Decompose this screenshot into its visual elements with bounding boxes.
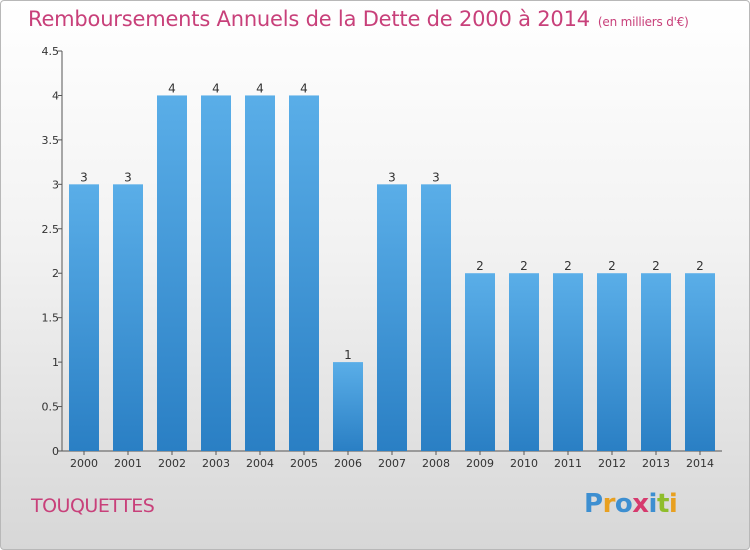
y-tick-label: 1.5	[42, 312, 60, 325]
data-label-2012: 2	[608, 259, 616, 273]
y-tick-label: 3	[52, 178, 59, 191]
data-label-2011: 2	[564, 259, 572, 273]
data-label-2000: 3	[80, 170, 88, 184]
bar-2003	[201, 95, 231, 451]
chart-unit: (en milliers d'€)	[597, 15, 689, 29]
y-tick-label: 3.5	[42, 134, 60, 147]
x-tick-label-2014: 2014	[686, 457, 714, 470]
x-tick-label-2001: 2001	[114, 457, 142, 470]
x-axis: 2000 2001 2002 2003 2004 2005 2006 2007 2008 2009…	[62, 450, 722, 470]
y-tick-label: 2	[52, 267, 59, 280]
bar-2013	[641, 273, 671, 451]
logo-letter: i	[648, 489, 658, 519]
bar-2002	[157, 95, 187, 451]
chart-title-text: Remboursements Annuels de la Dette de 20…	[28, 7, 590, 31]
data-label-2006: 1	[344, 348, 352, 362]
y-tick-label: 4.5	[42, 45, 60, 58]
bar-2004	[245, 95, 275, 451]
logo-letter: x	[632, 489, 649, 519]
x-tick-label-2003: 2003	[202, 457, 230, 470]
data-labels: 3 3 4 4 4 4 1 3 3 2 2 2 2 2 2	[80, 81, 704, 362]
data-label-2001: 3	[124, 170, 132, 184]
data-label-2013: 2	[652, 259, 660, 273]
chart-title: Remboursements Annuels de la Dette de 20…	[28, 7, 689, 31]
bar-2014	[685, 273, 715, 451]
bar-2006	[333, 362, 363, 451]
bar-2008	[421, 184, 451, 452]
y-axis: 0 0.5 1 1.5 2 2.5 3 3.5 4 4.5	[42, 45, 63, 458]
data-label-2002: 4	[168, 81, 176, 95]
bar-2007	[377, 184, 407, 452]
proxiti-logo[interactable]: Proxiti	[584, 489, 678, 519]
logo-letter: i	[668, 489, 678, 519]
logo-letter: o	[614, 489, 633, 519]
x-tick-label-2010: 2010	[510, 457, 538, 470]
data-label-2010: 2	[520, 259, 528, 273]
bar-2005	[289, 95, 319, 451]
x-tick-label-2012: 2012	[598, 457, 626, 470]
logo-letter: P	[584, 489, 603, 519]
x-tick-label-2007: 2007	[378, 457, 406, 470]
x-tick-label-2011: 2011	[554, 457, 582, 470]
x-tick-label-2005: 2005	[290, 457, 318, 470]
x-tick-label-2009: 2009	[466, 457, 494, 470]
x-tick-label-2004: 2004	[246, 457, 274, 470]
bar-2011	[553, 273, 583, 451]
y-tick-label: 0	[52, 445, 59, 458]
bar-2000	[69, 184, 99, 452]
bar-2001	[113, 184, 143, 452]
bar-2012	[597, 273, 627, 451]
x-tick-label-2002: 2002	[158, 457, 186, 470]
bar-2010	[509, 273, 539, 451]
y-tick-label: 1	[52, 356, 59, 369]
logo-letter: r	[602, 489, 616, 519]
logo-letter: t	[656, 489, 669, 519]
y-tick-label: 0.5	[42, 401, 60, 414]
x-tick-label-2013: 2013	[642, 457, 670, 470]
data-label-2009: 2	[476, 259, 484, 273]
data-label-2007: 3	[388, 170, 396, 184]
y-tick-label: 2.5	[42, 223, 60, 236]
y-tick-label: 4	[52, 89, 59, 102]
bars	[69, 95, 715, 452]
commune-name: TOUQUETTES	[31, 495, 155, 517]
data-label-2005: 4	[300, 81, 308, 95]
bar-2009	[465, 273, 495, 451]
data-label-2004: 4	[256, 81, 264, 95]
data-label-2003: 4	[212, 81, 220, 95]
data-label-2008: 3	[432, 170, 440, 184]
data-label-2014: 2	[696, 259, 704, 273]
x-tick-label-2000: 2000	[70, 457, 98, 470]
x-tick-label-2006: 2006	[334, 457, 362, 470]
x-tick-label-2008: 2008	[422, 457, 450, 470]
